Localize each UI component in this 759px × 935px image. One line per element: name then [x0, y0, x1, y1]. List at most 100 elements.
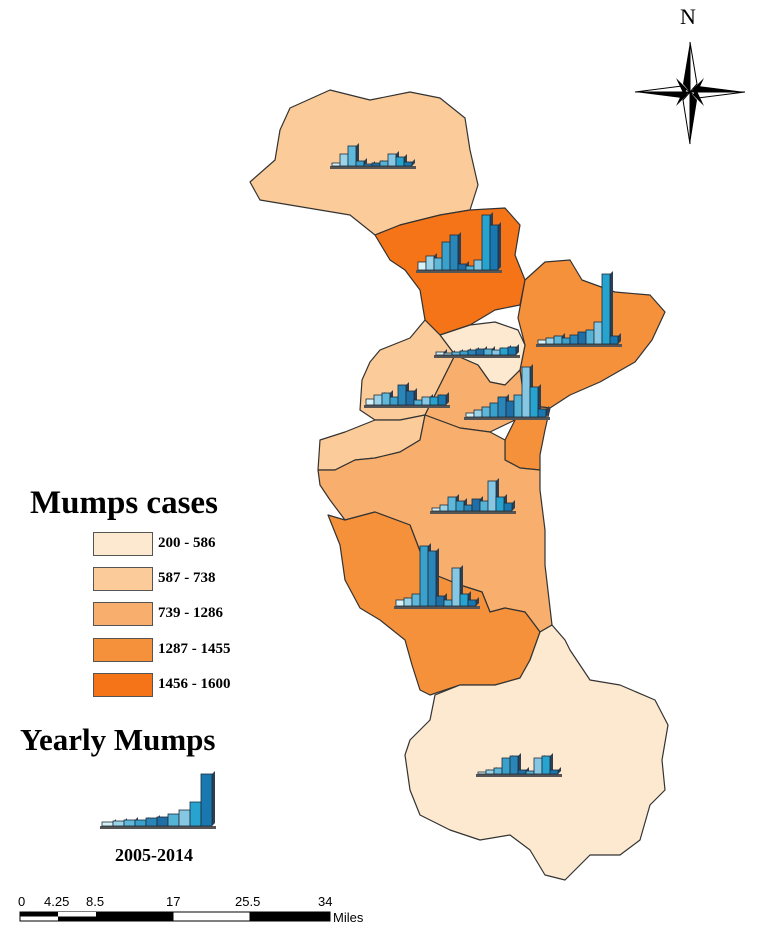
mini-chart-southwest-bar-side	[436, 548, 439, 606]
mini-chart-central	[464, 364, 550, 420]
mini-chart-central-bar	[465, 412, 475, 418]
mini-chart-southwest	[394, 543, 480, 609]
mini-chart-north-central	[416, 212, 502, 273]
mini-chart-north-bar	[387, 153, 397, 167]
mini-chart-southwest-bar	[443, 599, 453, 607]
mini-chart-north-bar-side	[412, 159, 415, 166]
mini-chart-north-central-bar	[441, 241, 451, 271]
mini-chart-east-bar	[561, 337, 571, 345]
legend-swatch-5	[93, 673, 153, 697]
districts-layer	[249, 89, 669, 881]
legend-sample-bars-bar-side	[212, 771, 215, 826]
scale-tick-4-25: 4.25	[44, 894, 69, 909]
mini-chart-west-upper-bar-side	[446, 392, 449, 405]
mini-chart-south-bar-side	[550, 753, 553, 774]
mini-chart-north-central-bar-side	[498, 222, 501, 270]
legend-sample-bars-bar	[200, 773, 213, 827]
mini-chart-south-central	[430, 478, 516, 514]
district-south[interactable]	[404, 624, 669, 881]
yearly-mumps-sample-chart	[100, 771, 216, 829]
mini-chart-west-upper-bar	[397, 384, 407, 406]
mini-chart-south-central-bar	[495, 496, 505, 512]
mini-chart-west-upper-bar	[365, 398, 375, 406]
mini-chart-south-bar	[477, 771, 487, 775]
mini-chart-southwest-bar	[459, 593, 469, 607]
mini-chart-north	[330, 143, 416, 169]
mini-chart-city-core-bar	[499, 347, 509, 356]
legend-label-3: 739 - 1286	[158, 605, 223, 621]
legend-swatch-1	[93, 532, 153, 556]
legend-title: Mumps cases	[30, 485, 218, 521]
scale-bar: 0 4.25 8.5 17 25.5 34 Miles	[18, 894, 364, 925]
mini-chart-south-bar	[549, 769, 559, 775]
mini-chart-city-core-bar	[443, 352, 453, 356]
mini-chart-north-bar	[403, 161, 413, 167]
mini-chart-south-central-bar	[487, 480, 497, 512]
mini-chart-west-upper-bar	[405, 390, 415, 406]
mini-chart-central-bar	[473, 409, 483, 418]
mini-chart-south-central-bar-side	[512, 500, 515, 511]
mini-chart-north-central-bar	[481, 214, 491, 271]
mini-chart-west-upper	[364, 382, 450, 408]
legend-sample-bars-bar	[145, 817, 158, 827]
legend-swatch-3	[93, 602, 153, 626]
legend-sample-bars-bar	[156, 816, 169, 827]
mini-chart-east-base	[536, 344, 622, 347]
scale-tick-0: 0	[18, 894, 25, 909]
legend-sample-bars-bar	[134, 819, 147, 827]
mini-chart-southwest-bar	[403, 597, 413, 607]
mini-chart-west-upper-bar	[437, 394, 447, 406]
mini-chart-east	[536, 271, 622, 347]
mini-chart-west-upper-bar	[389, 396, 399, 406]
mini-chart-city-core-bar	[491, 349, 501, 356]
mini-chart-north-bar	[355, 160, 365, 167]
legend-label-1: 200 - 586	[158, 535, 216, 551]
scale-tick-25-5: 25.5	[235, 894, 260, 909]
mini-chart-west-upper-bar	[421, 396, 431, 406]
mini-chart-east-bar	[593, 321, 603, 345]
mini-chart-north-bar-side	[356, 143, 359, 166]
mini-chart-south-bar	[533, 757, 543, 775]
mini-chart-south-bar	[509, 755, 519, 775]
mini-chart-south-bar-side	[518, 753, 521, 774]
mini-chart-city-core-bar	[483, 348, 493, 356]
legend-label-2: 587 - 738	[158, 570, 216, 586]
mini-chart-south-central-bar	[479, 500, 489, 512]
mini-chart-city-core-bar	[475, 348, 485, 356]
mini-chart-city-core-bar	[435, 351, 445, 356]
legend-swatch-4	[93, 638, 153, 662]
mini-chart-central-base	[464, 417, 550, 420]
legend-sample-bars-bar	[167, 813, 180, 827]
north-arrow: N	[634, 4, 746, 145]
mini-chart-east-bar	[609, 335, 619, 345]
mini-chart-central-bar	[497, 396, 507, 418]
mini-chart-south-bar	[517, 769, 527, 775]
mini-chart-southwest-bar	[427, 550, 437, 607]
mini-chart-central-bar	[481, 406, 491, 418]
legend-sample-bars-bar	[123, 819, 136, 827]
mini-chart-southwest-bar	[395, 599, 405, 607]
north-label: N	[680, 4, 696, 29]
mini-chart-west-upper-bar	[429, 396, 439, 406]
legend-sample-bars-base	[100, 826, 216, 829]
mini-chart-north-central-bar	[465, 265, 475, 271]
legend-swatch-2	[93, 567, 153, 591]
mini-chart-city-core-base	[434, 355, 520, 358]
mini-chart-east-bar	[545, 337, 555, 345]
mini-chart-west-upper-bar	[381, 392, 391, 406]
mini-chart-city-core-bar-side	[516, 344, 519, 355]
mini-chart-central-bar	[529, 386, 539, 418]
scale-tick-17: 17	[166, 894, 180, 909]
mini-chart-south-central-bar	[471, 498, 481, 512]
mini-chart-east-bar	[537, 339, 547, 345]
chart-legend-years: 2005-2014	[115, 845, 193, 865]
mini-chart-central-bar	[505, 400, 515, 418]
mini-chart-central-bar	[521, 366, 531, 418]
legend-sample-bars-bar	[178, 809, 191, 827]
mini-chart-east-bar	[569, 334, 579, 345]
mini-chart-north-bar	[347, 145, 357, 167]
mini-chart-north-central-bar	[449, 234, 459, 271]
mini-chart-north-central-bar	[417, 261, 427, 271]
scale-unit: Miles	[333, 910, 364, 925]
